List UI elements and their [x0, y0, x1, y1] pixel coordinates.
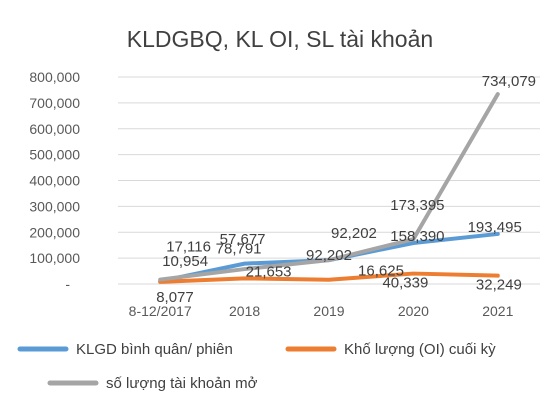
legend-label: KLGD bình quân/ phiên [76, 341, 233, 358]
y-tick-label: 100,000 [29, 250, 80, 266]
data-label: 32,249 [476, 277, 522, 294]
data-label: 17,116 [166, 239, 211, 256]
data-label: 40,339 [382, 275, 428, 292]
legend-label: Khố lượng (OI) cuối kỳ [344, 341, 496, 358]
y-tick-label: 600,000 [29, 121, 80, 137]
series-line-3 [158, 92, 500, 282]
y-tick-label: 500,000 [29, 147, 80, 163]
data-label: 16,625 [358, 263, 404, 280]
legend: KLGD bình quân/ phiên Khố lượng (OI) cuối… [17, 341, 496, 392]
data-label: 193,495 [468, 219, 522, 236]
data-label: 57,677 [220, 231, 266, 248]
data-label: 8,077 [156, 289, 194, 306]
y-tick-label: - [65, 276, 70, 292]
data-label: 21,653 [246, 263, 292, 280]
data-label: 92,202 [306, 247, 352, 264]
y-tick-label: 800,000 [29, 69, 80, 85]
x-tick-label: 2019 [313, 303, 344, 319]
data-label: 173,395 [390, 197, 444, 214]
y-tick-label: 400,000 [29, 173, 80, 189]
y-tick-label: 200,000 [29, 224, 80, 240]
data-label: 158,390 [390, 228, 444, 245]
x-tick-label: 2020 [398, 303, 429, 319]
chart-title: KLDGBQ, KL OI, SL tài khoản [127, 26, 433, 52]
x-tick-label: 2021 [482, 303, 513, 319]
data-label: 734,079 [482, 73, 536, 90]
y-tick-label: 300,000 [29, 198, 80, 214]
legend-label: số lượng tài khoản mở [106, 375, 258, 392]
x-tick-label: 8-12/2017 [129, 303, 192, 319]
data-label: 10,954 [162, 253, 208, 270]
y-tick-label: 700,000 [29, 95, 80, 111]
data-label: 78,791 [216, 241, 262, 258]
x-tick-label: 2018 [229, 303, 260, 319]
y-axis-ticks: - 100,000 200,000 300,000 400,000 500,000 600,… [29, 69, 80, 292]
series-line-2 [158, 271, 500, 284]
data-labels: 10,954 78,791 92,202 158,390 193,495 8,077 21,… [156, 73, 536, 306]
series-lines [158, 92, 500, 284]
x-axis-ticks: 8-12/2017 2018 2019 2020 2021 [129, 303, 514, 319]
gridlines [118, 76, 540, 285]
data-label: 92,202 [331, 225, 377, 242]
